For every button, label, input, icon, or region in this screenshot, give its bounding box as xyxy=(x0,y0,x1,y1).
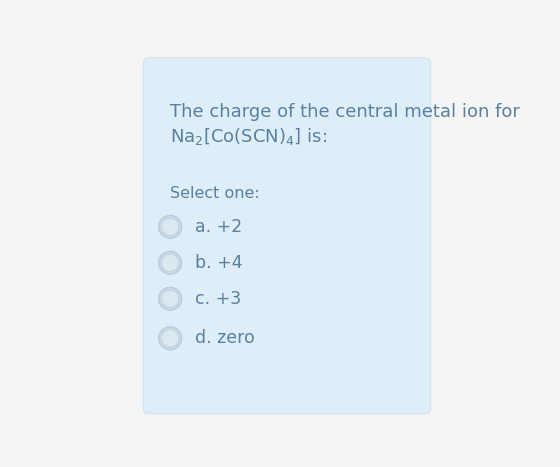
Circle shape xyxy=(158,327,181,350)
Text: The charge of the central metal ion for: The charge of the central metal ion for xyxy=(170,103,520,121)
Circle shape xyxy=(161,218,179,235)
Circle shape xyxy=(158,251,181,274)
Text: d. zero: d. zero xyxy=(195,329,255,347)
FancyBboxPatch shape xyxy=(143,58,431,414)
Circle shape xyxy=(161,290,179,307)
Text: b. +4: b. +4 xyxy=(195,254,243,272)
Circle shape xyxy=(158,215,181,238)
Text: Select one:: Select one: xyxy=(170,186,260,201)
Text: c. +3: c. +3 xyxy=(195,290,241,308)
Circle shape xyxy=(161,330,179,347)
Text: a. +2: a. +2 xyxy=(195,218,242,236)
Circle shape xyxy=(161,254,179,271)
Circle shape xyxy=(158,287,181,310)
Text: Na$_2$[Co(SCN)$_4$] is:: Na$_2$[Co(SCN)$_4$] is: xyxy=(170,127,327,148)
